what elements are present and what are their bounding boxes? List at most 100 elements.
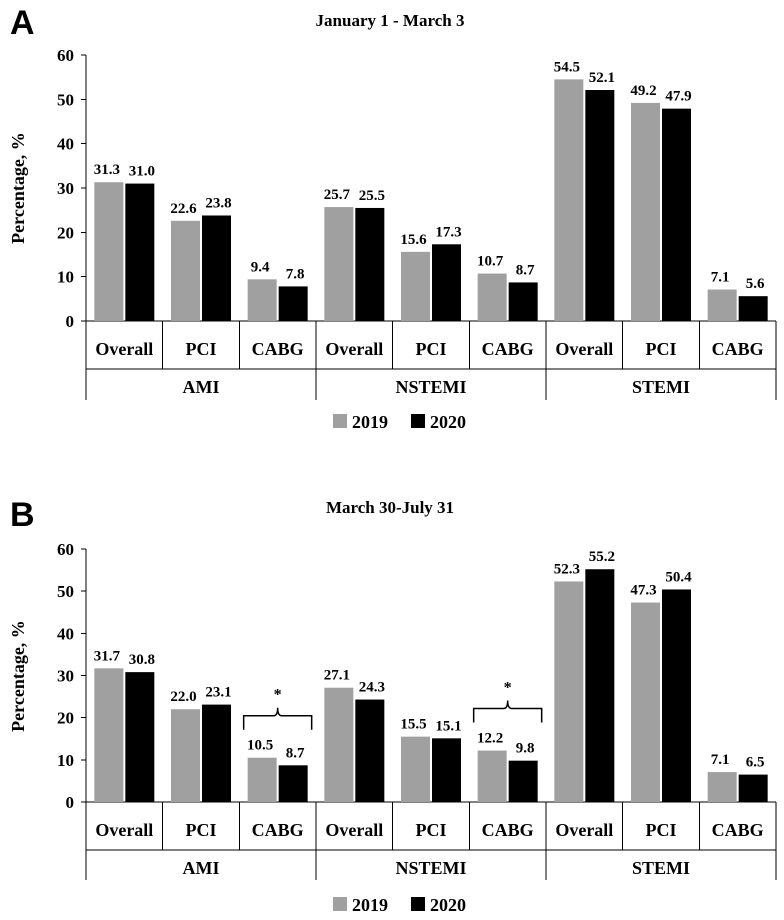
value-label: 23.1: [205, 685, 231, 701]
bar-2020-2: [278, 765, 308, 802]
y-tick-label: 50: [57, 582, 74, 601]
bar-2019-4: [401, 251, 430, 321]
category-label: CABG: [712, 820, 764, 840]
value-label: 7.1: [711, 270, 730, 286]
value-label: 15.5: [400, 717, 426, 733]
bar-2020-8: [738, 296, 768, 321]
value-label: 49.2: [630, 83, 656, 99]
chart-panel-a: A January 1 - March 3 Percentage, % 0 10 20 30…: [8, 4, 777, 432]
bar-2020-6: [585, 569, 615, 802]
value-label: 15.1: [435, 718, 461, 734]
bar-2019-1: [171, 709, 200, 802]
category-label: CABG: [252, 820, 304, 840]
y-tick-label: 20: [57, 223, 74, 242]
bar-2019-8: [707, 289, 737, 321]
value-label: 55.2: [589, 549, 615, 565]
y-axis-label: Percentage, %: [8, 620, 28, 732]
panel-letter: A: [10, 4, 35, 42]
significance-brace: [242, 707, 313, 730]
bar-2019-4: [401, 736, 430, 802]
group-label: NSTEMI: [395, 377, 466, 397]
value-label: 9.8: [516, 741, 535, 757]
category-label: PCI: [646, 820, 677, 840]
value-label: 22.0: [170, 689, 196, 705]
significance-brace: [472, 700, 543, 723]
bar-2020-4: [432, 244, 461, 321]
y-axis-label: Percentage, %: [8, 132, 28, 244]
legend: 2019 2020: [333, 895, 466, 915]
category-label: PCI: [416, 820, 447, 840]
bar-2020-5: [508, 760, 538, 802]
legend-label: 2020: [430, 412, 466, 432]
value-label: 23.8: [205, 195, 231, 211]
group-label: AMI: [183, 858, 220, 878]
bar-2020-7: [662, 108, 691, 321]
value-label: 10.7: [477, 254, 504, 270]
category-label: PCI: [416, 339, 447, 359]
category-label: Overall: [95, 820, 153, 840]
value-label: 50.4: [665, 569, 692, 585]
significance-star: *: [504, 680, 512, 697]
value-label: 5.6: [746, 276, 765, 292]
bar-2019-7: [631, 602, 660, 802]
y-tick-label: 20: [57, 709, 74, 728]
value-label: 31.0: [129, 164, 155, 180]
value-label: 15.6: [400, 232, 427, 248]
value-label: 47.9: [665, 89, 691, 105]
bar-2019-8: [707, 772, 737, 802]
y-tick-label: 10: [57, 751, 74, 770]
value-label: 27.1: [324, 668, 350, 684]
bar-2020-6: [585, 90, 615, 321]
y-tick-label: 10: [57, 268, 74, 287]
y-tick-label: 50: [57, 90, 74, 109]
bar-2020-0: [125, 183, 155, 321]
value-label: 7.8: [286, 266, 305, 282]
value-label: 10.5: [247, 738, 273, 754]
group-label: STEMI: [632, 377, 690, 397]
group-label: NSTEMI: [395, 858, 466, 878]
value-label: 52.1: [589, 70, 615, 86]
bar-2019-0: [94, 182, 124, 321]
value-label: 31.3: [94, 162, 120, 178]
category-label: CABG: [252, 339, 304, 359]
bar-2019-2: [247, 279, 277, 321]
category-label: Overall: [325, 339, 383, 359]
legend-label: 2019: [352, 895, 388, 915]
group-label: AMI: [183, 377, 220, 397]
bar-2020-1: [202, 704, 231, 802]
value-label: 7.1: [711, 752, 730, 768]
legend: 2019 2020: [333, 412, 466, 432]
bar-2019-3: [324, 687, 354, 802]
y-tick-label: 0: [66, 312, 75, 331]
category-label: CABG: [482, 820, 534, 840]
category-label: Overall: [555, 339, 613, 359]
value-label: 17.3: [435, 224, 461, 240]
bar-2019-6: [554, 581, 584, 802]
bar-2020-4: [432, 738, 461, 802]
legend-swatch-2020: [411, 414, 425, 428]
chart-title: January 1 - March 3: [316, 11, 465, 30]
value-label: 8.7: [516, 262, 535, 278]
bar-2019-6: [554, 79, 584, 321]
legend-swatch-2020: [411, 897, 425, 911]
value-label: 22.6: [170, 201, 197, 217]
category-label: CABG: [712, 339, 764, 359]
y-tick-label: 40: [57, 624, 74, 643]
category-label: PCI: [646, 339, 677, 359]
bar-2020-2: [278, 286, 308, 321]
value-label: 9.4: [251, 259, 270, 275]
value-label: 6.5: [746, 755, 765, 771]
category-label: Overall: [555, 820, 613, 840]
category-label: CABG: [482, 339, 534, 359]
value-label: 24.3: [359, 680, 385, 696]
value-label: 25.5: [359, 188, 385, 204]
y-tick-label: 40: [57, 135, 74, 154]
bar-2019-1: [171, 220, 200, 321]
value-label: 25.7: [324, 187, 351, 203]
value-label: 47.3: [630, 583, 656, 599]
category-label: PCI: [186, 339, 217, 359]
value-label: 31.7: [94, 648, 121, 664]
bar-2020-3: [355, 699, 385, 802]
legend-label: 2019: [352, 412, 388, 432]
